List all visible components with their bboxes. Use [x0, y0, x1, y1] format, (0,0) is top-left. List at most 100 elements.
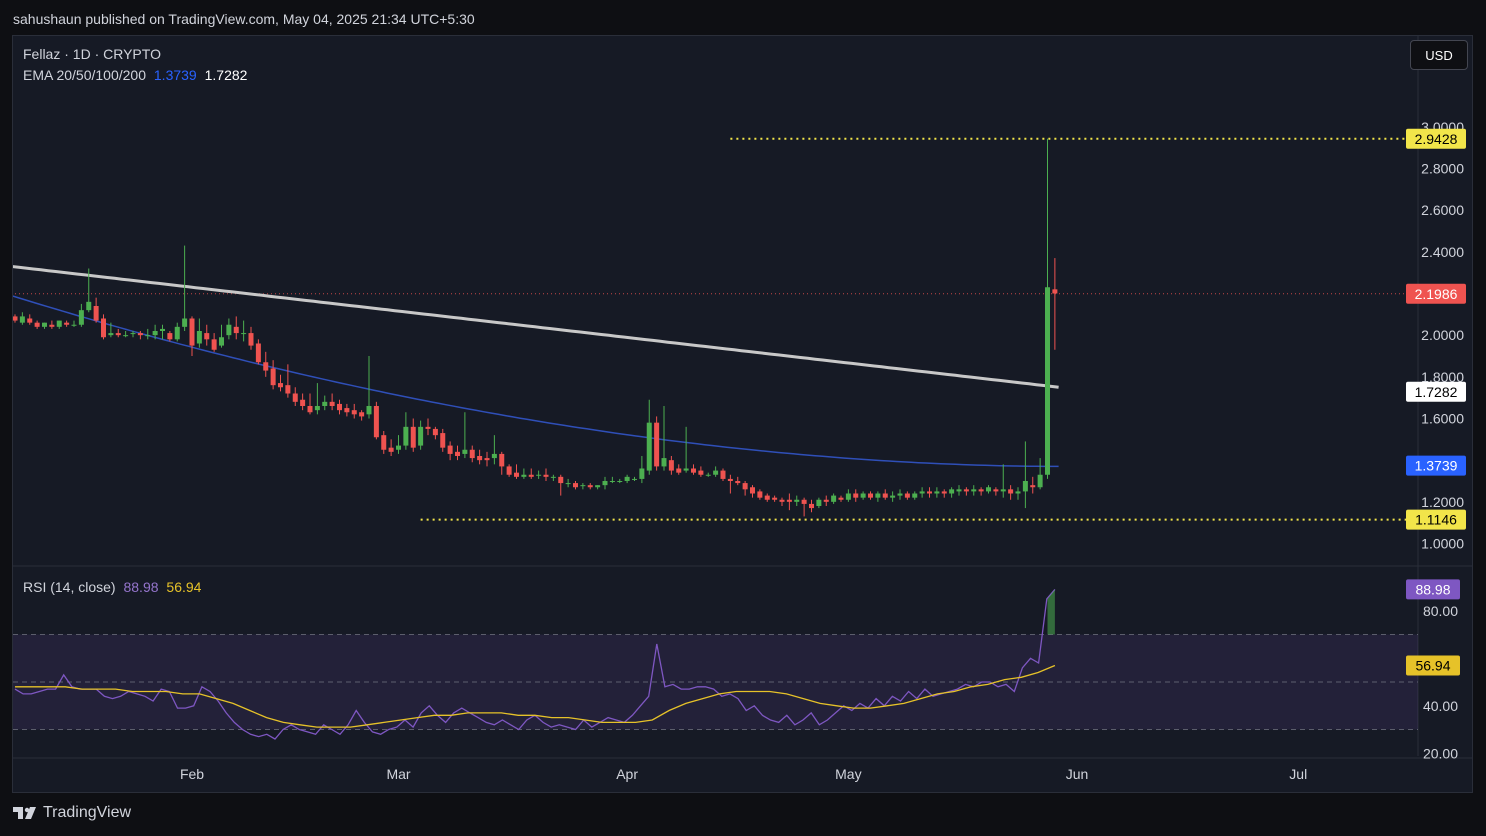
candle-body — [676, 468, 682, 473]
candle-body — [528, 474, 534, 477]
candle-body — [49, 324, 55, 327]
candle-body — [440, 433, 446, 448]
chart-canvas[interactable]: 1.0000 1.2000 1.6000 1.8000 2.0000 2.4000 2.60… — [13, 36, 1472, 792]
candle-body — [1008, 489, 1014, 494]
candle-body — [396, 445, 401, 450]
candle-body — [536, 474, 542, 476]
candle-body — [845, 493, 851, 500]
candle-body — [491, 453, 497, 459]
ema-50-line — [13, 295, 1059, 468]
brand-name: TradingView — [43, 804, 132, 821]
candle-body — [86, 301, 92, 311]
price-label-box — [1406, 128, 1466, 149]
candle-body — [890, 495, 896, 498]
chart-frame[interactable]: 1.0000 1.2000 1.6000 1.8000 2.0000 2.4000 2.60… — [12, 35, 1473, 793]
candle-body — [934, 491, 940, 494]
candle-body — [366, 406, 372, 415]
candle-body — [300, 399, 306, 406]
candle-body — [949, 489, 955, 494]
candle-body — [558, 476, 564, 484]
symbol-title: Fellaz · 1D · CRYPTO — [23, 46, 161, 62]
candle-body — [285, 385, 291, 394]
candle-body — [941, 491, 947, 494]
rsi-legend: RSI (14, close) 88.98 56.94 — [23, 579, 201, 595]
candle-body — [477, 456, 483, 461]
candle-body — [34, 322, 40, 327]
candle-body — [1000, 489, 1006, 492]
candle-body — [742, 483, 748, 490]
price-tick-label: 1.8000 — [1421, 369, 1464, 385]
candle-body — [521, 474, 527, 477]
candle-body — [757, 491, 763, 498]
candle-body — [130, 333, 136, 335]
candle-body — [292, 393, 298, 402]
publish-header: sahushaun published on TradingView.com, … — [0, 0, 1486, 36]
candle-body — [263, 362, 269, 371]
price-tick-label: 2.8000 — [1421, 161, 1464, 177]
candle-body — [506, 466, 512, 475]
ema-value-2: 1.7282 — [204, 67, 248, 83]
candle-body — [978, 489, 984, 492]
candle-body — [595, 485, 601, 488]
candle-body — [646, 422, 652, 471]
candle-body — [108, 333, 114, 336]
candle-body — [462, 449, 468, 454]
candle-body — [189, 318, 195, 346]
candle-body — [661, 458, 667, 467]
candle-body — [425, 426, 431, 429]
candle-body — [809, 503, 814, 509]
time-tick-label: Feb — [180, 766, 204, 782]
candle-body — [211, 339, 217, 350]
candle-body — [27, 318, 33, 323]
candle-body — [329, 401, 335, 406]
candle-body — [963, 489, 969, 492]
rsi-value: 88.98 — [123, 579, 159, 595]
candle-body — [956, 489, 962, 492]
candle-body — [543, 474, 549, 477]
candle-body — [993, 489, 999, 492]
candle-body — [580, 485, 586, 487]
price-label-box — [1406, 381, 1466, 402]
candle-body — [447, 445, 453, 454]
candle-body — [904, 493, 910, 498]
ema-200-line — [13, 265, 1059, 389]
candle-body — [786, 499, 792, 502]
rsi-label-box — [1406, 579, 1460, 600]
price-label-box — [1406, 283, 1466, 304]
candle-body — [255, 343, 261, 363]
currency-button[interactable]: USD — [1410, 40, 1468, 70]
candle-body — [550, 476, 556, 478]
rsi-ma-value: 56.94 — [166, 579, 202, 595]
candle-body — [56, 320, 62, 327]
time-tick-label: Mar — [386, 766, 410, 782]
candle-body — [587, 485, 593, 488]
tradingview-logo-icon — [13, 807, 36, 819]
rsi-tick-label: 20.00 — [1423, 745, 1458, 761]
candle-body — [152, 331, 158, 336]
ema-value-1: 1.3739 — [153, 67, 197, 83]
candle-body — [1037, 474, 1043, 488]
candle-body — [750, 487, 755, 494]
candle-body — [13, 316, 18, 321]
candle-body — [101, 318, 106, 338]
candle-body — [764, 495, 770, 500]
candle-body — [160, 328, 165, 331]
candle-body — [182, 318, 188, 327]
candle-body — [609, 481, 615, 482]
candle-body — [233, 326, 239, 334]
rsi-tick-label: 40.00 — [1423, 698, 1458, 714]
candle-body — [1022, 481, 1028, 492]
candle-body — [71, 324, 77, 326]
candle-body — [167, 333, 173, 340]
candle-body — [919, 491, 925, 494]
candle-body — [174, 326, 180, 340]
candle-body — [1045, 287, 1050, 475]
candle-body — [484, 458, 490, 461]
candle-body — [514, 472, 519, 477]
time-tick-label: Jul — [1289, 766, 1307, 782]
time-tick-label: Apr — [616, 766, 638, 782]
candle-body — [668, 460, 674, 471]
candle-body — [322, 401, 328, 406]
candle-body — [373, 406, 379, 438]
candle-body — [801, 499, 807, 504]
